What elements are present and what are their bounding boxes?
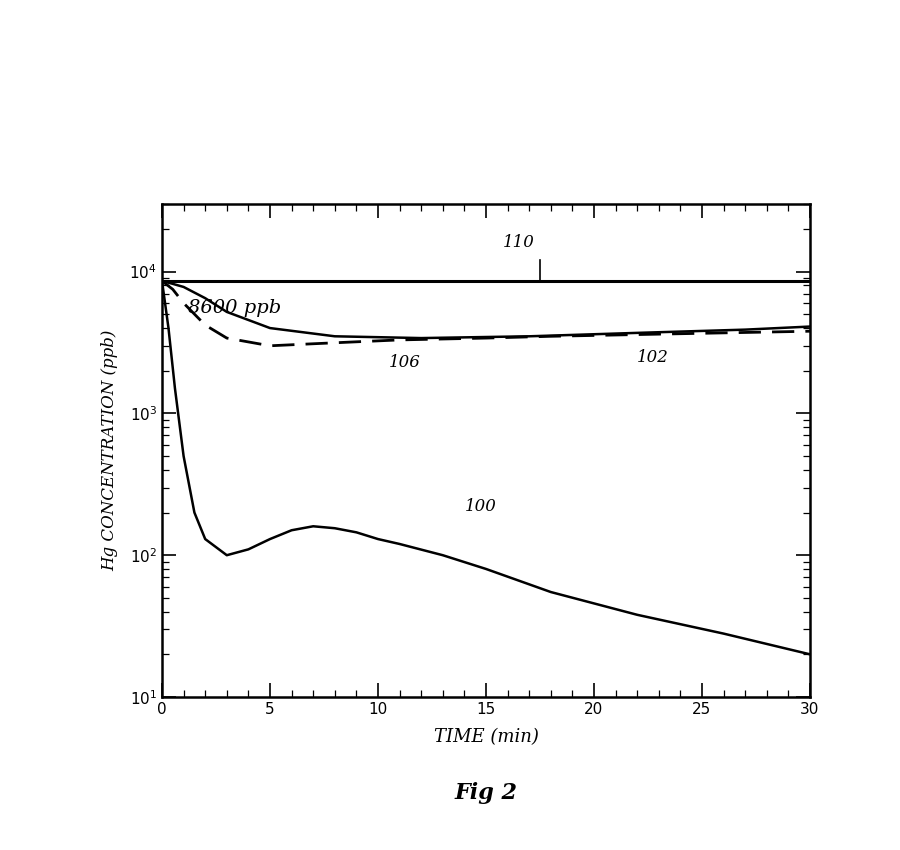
Text: 8600 ppb: 8600 ppb xyxy=(188,299,281,317)
Text: 102: 102 xyxy=(637,348,669,366)
Text: 100: 100 xyxy=(464,498,496,515)
Y-axis label: Hg CONCENTRATION (ppb): Hg CONCENTRATION (ppb) xyxy=(102,330,119,571)
X-axis label: TIME (min): TIME (min) xyxy=(434,728,538,746)
Text: Fig 2: Fig 2 xyxy=(454,782,518,804)
Text: 106: 106 xyxy=(389,354,420,371)
Text: 110: 110 xyxy=(502,234,535,251)
